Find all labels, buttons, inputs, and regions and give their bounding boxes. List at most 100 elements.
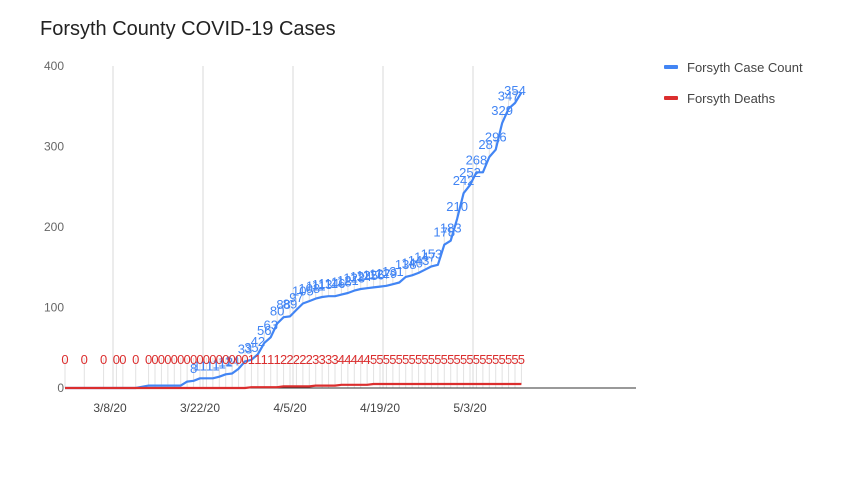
series-line-deaths xyxy=(65,382,522,390)
data-label-deaths: 3 xyxy=(325,352,332,367)
data-label-deaths: 0 xyxy=(209,352,216,367)
series-layer xyxy=(65,92,523,390)
data-label-case-count: 114 xyxy=(318,276,339,291)
data-label-case-count: 127 xyxy=(369,267,391,282)
data-label-deaths: 0 xyxy=(229,352,236,367)
data-label-case-count: 183 xyxy=(440,221,462,236)
y-tick-label: 0 xyxy=(57,381,64,395)
data-label-deaths: 4 xyxy=(338,352,345,367)
data-label-deaths: 0 xyxy=(203,352,210,367)
data-label-deaths: 2 xyxy=(280,352,287,367)
data-label-deaths: 4 xyxy=(357,352,364,367)
data-label-case-count: 178 xyxy=(433,225,455,240)
data-label-deaths: 1 xyxy=(248,352,255,367)
y-tick-label: 100 xyxy=(44,301,64,315)
data-label-deaths: 0 xyxy=(190,352,197,367)
data-label-deaths: 0 xyxy=(158,352,165,367)
data-label-case-count: 80 xyxy=(270,304,284,319)
data-label-case-count: 147 xyxy=(414,250,436,265)
data-label-case-count: 56 xyxy=(257,323,271,338)
legend-swatch-cases xyxy=(664,65,678,69)
data-label-deaths: 0 xyxy=(119,352,126,367)
data-label-case-count: 252 xyxy=(459,165,481,180)
data-label-case-count: 121 xyxy=(337,273,359,288)
x-tick-label: 4/5/20 xyxy=(273,401,307,415)
data-label-deaths: 0 xyxy=(61,352,68,367)
x-tick-label: 5/3/20 xyxy=(453,401,487,415)
data-label-case-count: 108 xyxy=(298,281,320,296)
legend: Forsyth Case Count Forsyth Deaths xyxy=(664,58,803,120)
data-label-case-count: 42 xyxy=(251,334,265,349)
data-label-deaths: 5 xyxy=(505,352,512,367)
data-label-deaths: 5 xyxy=(486,352,493,367)
data-label-deaths: 5 xyxy=(466,352,473,367)
data-label-deaths: 5 xyxy=(402,352,409,367)
data-label-deaths: 2 xyxy=(293,352,300,367)
data-label-case-count: 123 xyxy=(343,271,365,286)
legend-item-cases[interactable]: Forsyth Case Count xyxy=(664,58,803,76)
data-label-case-count: 118 xyxy=(331,275,352,290)
data-label-deaths: 2 xyxy=(299,352,306,367)
data-label-deaths: 5 xyxy=(518,352,525,367)
data-label-deaths: 2 xyxy=(286,352,293,367)
data-label-deaths: 5 xyxy=(389,352,396,367)
data-label-deaths: 0 xyxy=(216,352,223,367)
data-label-case-count: 11 xyxy=(213,357,227,372)
chart-title: Forsyth County COVID-19 Cases xyxy=(40,18,336,40)
data-label-deaths: 5 xyxy=(511,352,518,367)
data-label-case-count: 268 xyxy=(466,152,488,167)
data-label-deaths: 0 xyxy=(132,352,139,367)
data-label-deaths: 5 xyxy=(492,352,499,367)
data-label-deaths: 0 xyxy=(241,352,248,367)
data-label-deaths: 5 xyxy=(396,352,403,367)
data-label-deaths: 1 xyxy=(254,352,261,367)
data-label-deaths: 5 xyxy=(479,352,486,367)
data-label-case-count: 143 xyxy=(408,253,430,268)
y-tick-label: 200 xyxy=(44,220,64,234)
data-label-case-count: 11 xyxy=(200,358,214,373)
data-label-case-count: 347 xyxy=(498,89,520,104)
data-label-case-count: 97 xyxy=(289,290,303,305)
data-label-deaths: 5 xyxy=(454,352,461,367)
data-label-deaths: 0 xyxy=(164,352,171,367)
data-label-deaths: 0 xyxy=(171,352,178,367)
data-label-deaths: 5 xyxy=(447,352,454,367)
data-label-deaths: 5 xyxy=(473,352,480,367)
data-label-deaths: 0 xyxy=(81,352,88,367)
grid-layer xyxy=(64,66,522,388)
legend-label-cases: Forsyth Case Count xyxy=(687,59,803,75)
data-label-case-count: 210 xyxy=(446,199,468,214)
legend-item-deaths[interactable]: Forsyth Deaths xyxy=(664,89,803,107)
data-label-deaths: 2 xyxy=(306,352,313,367)
data-label-deaths: 3 xyxy=(319,352,326,367)
data-label-deaths: 5 xyxy=(441,352,448,367)
data-label-case-count: 14 xyxy=(225,354,239,369)
x-tick-label: 4/19/20 xyxy=(360,401,400,415)
data-label-deaths: 5 xyxy=(421,352,428,367)
data-label-case-count: 329 xyxy=(491,103,513,118)
data-label-case-count: 116 xyxy=(325,276,346,291)
x-tick-label: 3/22/20 xyxy=(180,401,220,415)
y-tick-label: 400 xyxy=(44,59,64,73)
data-label-deaths: 4 xyxy=(351,352,358,367)
data-label-deaths: 3 xyxy=(331,352,338,367)
data-label-case-count: 138 xyxy=(395,257,417,272)
data-label-deaths: 5 xyxy=(499,352,506,367)
y-tick-label: 300 xyxy=(44,140,64,154)
series-line-case-count xyxy=(65,92,523,390)
data-label-case-count: 88 xyxy=(276,297,290,312)
legend-label-deaths: Forsyth Deaths xyxy=(687,90,776,106)
data-label-case-count: 11 xyxy=(206,358,220,373)
data-label-deaths: 5 xyxy=(428,352,435,367)
data-label-case-count: 296 xyxy=(485,130,507,145)
axis-layer: 3/8/20 3/22/20 4/5/20 4/19/20 5/3/2001002003… xyxy=(44,59,636,415)
data-label-deaths: 4 xyxy=(364,352,371,367)
legend-swatch-deaths xyxy=(664,96,678,100)
data-label-deaths: 0 xyxy=(184,352,191,367)
data-label-deaths: 0 xyxy=(151,352,158,367)
data-label-layer: 8111111111214333542566380888997105108111… xyxy=(61,83,525,376)
data-label-case-count: 105 xyxy=(292,283,314,298)
data-label-deaths: 5 xyxy=(376,352,383,367)
data-label-deaths: 0 xyxy=(222,352,229,367)
